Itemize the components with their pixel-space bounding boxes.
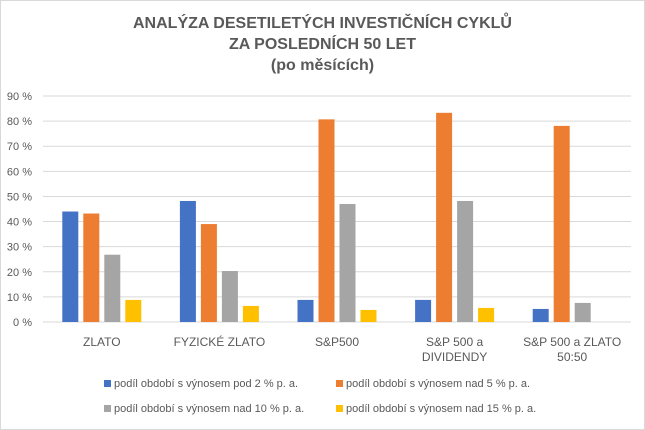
- bar: [242, 305, 259, 322]
- x-tick-label: FYZICKÉ ZLATO: [174, 334, 266, 349]
- bar: [415, 299, 432, 322]
- y-tick-label: 50 %: [7, 191, 32, 203]
- bar: [532, 308, 549, 322]
- y-tick-label: 70 %: [7, 141, 32, 153]
- bar: [457, 200, 474, 322]
- x-tick-label: ZLATO: [83, 335, 121, 349]
- x-tick-label: S&P 500 a: [426, 335, 483, 349]
- y-tick-label: 10 %: [7, 292, 32, 304]
- legend-swatch: [104, 405, 111, 412]
- bar: [360, 309, 377, 322]
- bar: [83, 213, 100, 322]
- bar: [574, 302, 591, 322]
- legend-label: podíl období s výnosem pod 2 % p. a.: [114, 378, 298, 390]
- bar: [62, 211, 79, 322]
- legend-label: podíl období s výnosem nad 5 % p. a.: [346, 378, 530, 390]
- bar: [339, 203, 356, 322]
- title-line: ZA POSLEDNÍCH 50 LET: [229, 36, 416, 53]
- bar: [104, 254, 121, 322]
- x-tick-label: S&P500: [315, 335, 359, 349]
- y-tick-label: 20 %: [7, 267, 32, 279]
- y-tick-label: 40 %: [7, 217, 32, 229]
- y-tick-label: 30 %: [7, 242, 32, 254]
- x-tick-label: S&P 500 a ZLATO: [523, 335, 621, 349]
- x-tick-label: 50:50: [557, 350, 587, 364]
- bar: [125, 299, 142, 322]
- legend-swatch: [336, 380, 343, 387]
- title-line: (po měsících): [270, 57, 375, 74]
- legend-label: podíl období s výnosem nad 15 % p. a.: [346, 403, 536, 415]
- bar: [478, 307, 495, 322]
- legend-label: podíl období s výnosem nad 10 % p. a.: [114, 403, 304, 415]
- bar: [179, 200, 196, 322]
- x-tick-label: DIVIDENDY: [422, 350, 487, 364]
- bar: [297, 299, 314, 322]
- y-tick-label: 0 %: [13, 317, 32, 329]
- bar: [553, 125, 570, 322]
- bar: [221, 271, 238, 322]
- bar: [200, 224, 217, 322]
- bar: [436, 112, 453, 322]
- chart-title: ANALÝZA DESETILETÝCH INVESTIČNÍCH CYKLŮ …: [1, 13, 644, 76]
- title-line: ANALÝZA DESETILETÝCH INVESTIČNÍCH CYKLŮ: [133, 15, 512, 32]
- y-tick-label: 60 %: [7, 166, 32, 178]
- legend-swatch: [104, 380, 111, 387]
- legend-swatch: [336, 405, 343, 412]
- y-tick-label: 80 %: [7, 116, 32, 128]
- y-tick-label: 90 %: [7, 91, 32, 103]
- bar: [318, 119, 335, 322]
